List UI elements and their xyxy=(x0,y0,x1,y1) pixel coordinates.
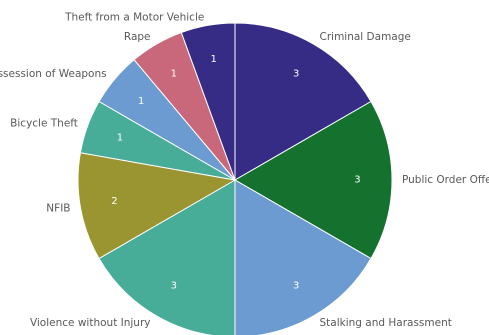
slice-value-label: 3 xyxy=(293,68,299,79)
pie-slice-violence-without-injury[interactable] xyxy=(98,179,236,335)
pie-slice-theft-from-a-motor-vehicle[interactable] xyxy=(180,22,236,181)
category-label-violence-without-injury: Violence without Injury xyxy=(30,317,151,329)
slice-value-label: 1 xyxy=(171,68,177,79)
category-label-public-order-offences: Public Order Offences xyxy=(402,174,489,186)
category-label-criminal-damage: Criminal Damage xyxy=(320,31,411,43)
category-label-theft-from-a-motor-vehicle: Theft from a Motor Vehicle xyxy=(64,12,204,24)
category-label-nfib: NFIB xyxy=(46,203,70,215)
category-label-stalking-and-harassment: Stalking and Harassment xyxy=(320,317,452,329)
slice-value-label: 3 xyxy=(293,281,299,292)
slice-value-label: 3 xyxy=(354,175,360,186)
slice-value-label: 1 xyxy=(117,133,123,144)
pie-slice-stalking-and-harassment[interactable] xyxy=(234,179,372,335)
slice-value-label: 2 xyxy=(111,196,117,207)
slice-value-label: 1 xyxy=(138,96,144,107)
slice-value-label: 1 xyxy=(211,54,217,65)
pie-slice-nfib[interactable] xyxy=(77,152,237,260)
category-label-rape: Rape xyxy=(124,31,151,43)
pie-slice-public-order-offences[interactable] xyxy=(233,100,393,260)
category-label-bicycle-theft: Bicycle Theft xyxy=(10,118,78,130)
slice-value-label: 3 xyxy=(171,281,177,292)
category-label-possession-of-weapons: Possession of Weapons xyxy=(0,68,107,80)
pie-slice-criminal-damage[interactable] xyxy=(234,22,372,181)
